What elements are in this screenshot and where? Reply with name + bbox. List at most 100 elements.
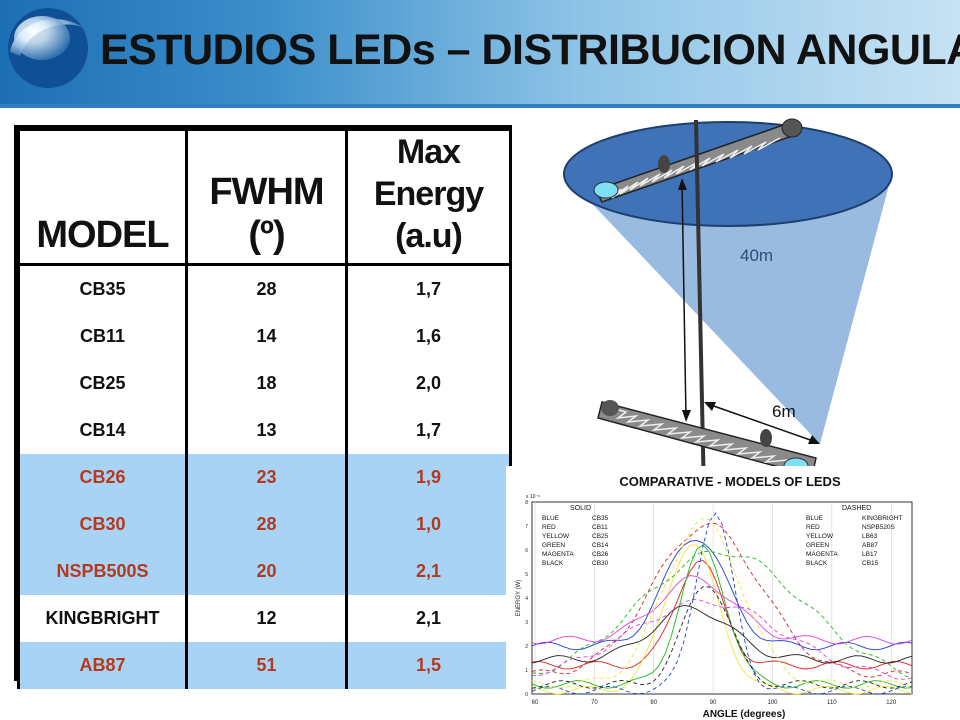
table-row: NSPB500S 20 2,1 xyxy=(17,548,512,595)
legend-color: BLUE xyxy=(806,515,824,522)
x-tick-label: 110 xyxy=(827,700,837,706)
plot-curve xyxy=(531,598,913,680)
cell-fwhm: 28 xyxy=(185,264,348,313)
legend-model: CB14 xyxy=(592,542,609,549)
cell-energy: 1,6 xyxy=(345,313,512,360)
legend-color: YELLOW xyxy=(542,533,570,540)
cell-fwhm: 20 xyxy=(185,548,348,595)
plot-axes-frame xyxy=(531,501,913,695)
legend-color: BLUE xyxy=(542,515,560,522)
header-max-energy: Max Energy (a.u) xyxy=(345,128,512,266)
x-tick-label: 90 xyxy=(710,700,717,706)
header-model: MODEL xyxy=(17,128,188,266)
cell-fwhm: 13 xyxy=(185,407,348,454)
logo-sphere-icon xyxy=(8,8,88,88)
y-tick-label: 6 xyxy=(525,548,528,554)
y-tick-label: 8 xyxy=(525,500,528,506)
plot-curve xyxy=(531,544,913,689)
plot-ylabel: ENERGY (W) xyxy=(516,580,522,617)
legend-model: CB11 xyxy=(592,524,608,531)
plot-curve xyxy=(531,517,913,689)
table-row: CB26 23 1,9 xyxy=(17,454,512,501)
cell-fwhm: 51 xyxy=(185,642,348,689)
cell-model: CB35 xyxy=(17,264,188,313)
x-tick-label: 70 xyxy=(591,700,598,706)
cell-energy: 2,1 xyxy=(345,548,512,595)
plot-curve xyxy=(531,550,913,679)
slide-title: ESTUDIOS LEDs – DISTRIBUCION ANGULAR xyxy=(100,26,960,74)
cell-model: CB11 xyxy=(17,313,188,360)
comparative-plot: COMPARATIVE - MODELS OF LEDS 60 70 80 90 100… xyxy=(506,466,960,720)
legend-solid-title: SOLID xyxy=(570,505,591,512)
plot-ticks: 60 70 80 90 100 110 120 0 1 2 3 4 5 6 7 8 xyxy=(525,500,897,706)
legend-color: YELLOW xyxy=(806,533,834,540)
cell-fwhm: 12 xyxy=(185,595,348,642)
legend-model: LB17 xyxy=(862,551,878,558)
x-tick-label: 120 xyxy=(886,700,897,706)
plot-curve xyxy=(531,544,913,695)
cell-fwhm: 18 xyxy=(185,360,348,407)
header-fwhm: FWHM (º) xyxy=(185,128,348,266)
y-tick-label: 0 xyxy=(525,692,528,698)
cell-energy: 1,7 xyxy=(345,407,512,454)
legend-color: MAGENTA xyxy=(806,551,838,558)
table-row: CB14 13 1,7 xyxy=(17,407,512,454)
y-tick-label: 5 xyxy=(525,572,528,578)
cell-energy: 1,9 xyxy=(345,454,512,501)
legend-model: CB30 xyxy=(592,560,609,567)
illuminated-disk xyxy=(563,121,893,227)
cell-model: AB87 xyxy=(17,642,188,689)
plot-title: COMPARATIVE - MODELS OF LEDS xyxy=(619,474,841,489)
table-row: CB30 28 1,0 xyxy=(17,501,512,548)
cell-model: NSPB500S xyxy=(17,548,188,595)
plot-curves xyxy=(531,512,913,695)
x-tick-label: 80 xyxy=(650,700,657,706)
beam-cone-diagram xyxy=(563,118,893,497)
banner-underline xyxy=(0,104,960,108)
legend-model: KINGBRIGHT xyxy=(862,515,902,522)
x-tick-label: 100 xyxy=(767,700,778,706)
legend-color: BLACK xyxy=(806,560,828,567)
legend-model: LB63 xyxy=(862,533,878,540)
cell-energy: 1,7 xyxy=(345,264,512,313)
legend-model: NSPB520S xyxy=(862,524,896,531)
plot-curve xyxy=(531,604,913,664)
table-row: CB25 18 2,0 xyxy=(17,360,512,407)
legend-color: RED xyxy=(806,524,820,531)
legend-color: MAGENTA xyxy=(542,551,574,558)
plot-curve xyxy=(531,560,913,670)
y-tick-label: 7 xyxy=(525,524,528,530)
legend-color: BLACK xyxy=(542,560,564,567)
y-tick-label: 4 xyxy=(525,596,528,602)
table-row: KINGBRIGHT 12 2,1 xyxy=(17,595,512,642)
legend-color: GREEN xyxy=(542,542,565,549)
title-banner xyxy=(0,0,960,104)
cell-fwhm: 28 xyxy=(185,501,348,548)
cell-energy: 1,0 xyxy=(345,501,512,548)
cell-model: CB30 xyxy=(17,501,188,548)
width-arrow xyxy=(707,403,817,443)
cell-model: CB25 xyxy=(17,360,188,407)
cell-model: KINGBRIGHT xyxy=(17,595,188,642)
plot-curve xyxy=(531,540,913,651)
cell-fwhm: 14 xyxy=(185,313,348,360)
plot-curve xyxy=(531,586,913,689)
legend-model: AB87 xyxy=(862,542,878,549)
distance-label: 40m xyxy=(740,246,774,265)
legend-model: CB26 xyxy=(592,551,609,558)
header-max-energy-line1: Max Energy xyxy=(373,133,484,213)
distance-arrow xyxy=(681,181,687,419)
header-max-energy-line2: (a.u) xyxy=(395,217,463,255)
cell-fwhm: 23 xyxy=(185,454,348,501)
table-row: CB35 28 1,7 xyxy=(17,264,512,313)
table-row: AB87 51 1,5 xyxy=(17,642,512,689)
cell-model: CB26 xyxy=(17,454,188,501)
legend-color: RED xyxy=(542,524,556,531)
led-table: MODEL FWHM (º) Max Energy (a.u) CB35 28 … xyxy=(14,125,512,689)
light-cone xyxy=(564,174,892,444)
y-tick-label: 2 xyxy=(525,644,528,650)
width-label: 6m xyxy=(772,402,796,421)
cell-energy: 2,1 xyxy=(345,595,512,642)
legend-model: CB15 xyxy=(862,560,879,567)
plot-legend: BLUE CB35 RED CB11 YELLOW CB25 GREEN CB14 MAGENT… xyxy=(542,515,902,567)
